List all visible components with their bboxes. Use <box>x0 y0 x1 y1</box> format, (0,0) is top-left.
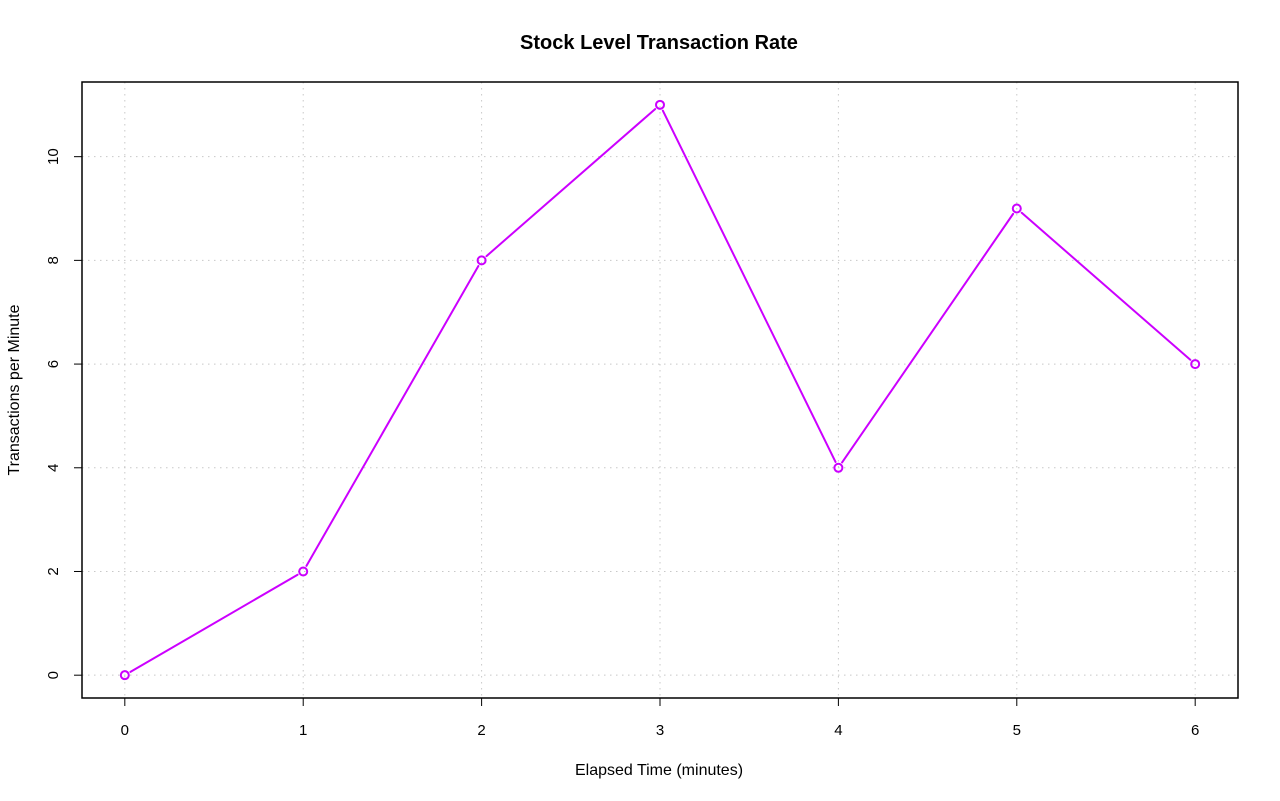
y-tick-label: 2 <box>45 567 62 575</box>
y-axis: 0 2 4 6 8 10 <box>45 148 82 679</box>
data-point <box>1190 359 1201 370</box>
y-tick-label: 8 <box>45 256 62 264</box>
series-line-segment <box>1020 211 1192 361</box>
grid-lines <box>82 82 1238 698</box>
data-point <box>1011 203 1022 214</box>
x-axis: 0 1 2 3 4 5 6 <box>121 698 1199 739</box>
data-point <box>119 670 130 681</box>
x-tick-label: 0 <box>121 722 129 739</box>
chart-title: Stock Level Transaction Rate <box>520 32 798 54</box>
series-line-segment <box>485 108 657 258</box>
series-line-segment <box>841 212 1015 464</box>
y-tick-label: 10 <box>45 148 62 165</box>
y-axis-label: Transactions per Minute <box>6 304 23 475</box>
series-layer <box>119 99 1201 681</box>
series-line-segment <box>305 265 480 567</box>
x-tick-label: 6 <box>1191 722 1199 739</box>
y-tick-label: 0 <box>45 671 62 679</box>
data-point <box>298 566 309 577</box>
x-tick-label: 1 <box>299 722 307 739</box>
series-line-segment <box>661 109 837 463</box>
x-tick-label: 5 <box>1013 722 1021 739</box>
data-point <box>833 462 844 473</box>
x-axis-label: Elapsed Time (minutes) <box>575 762 743 779</box>
plot-frame <box>81 81 1239 699</box>
data-point <box>655 99 665 110</box>
x-tick-label: 3 <box>656 722 664 739</box>
y-tick-label: 4 <box>45 464 62 472</box>
series-line-segment <box>129 573 299 673</box>
x-tick-label: 4 <box>834 722 842 739</box>
x-tick-label: 2 <box>477 722 485 739</box>
y-tick-label: 6 <box>45 360 62 368</box>
data-point <box>476 255 487 266</box>
